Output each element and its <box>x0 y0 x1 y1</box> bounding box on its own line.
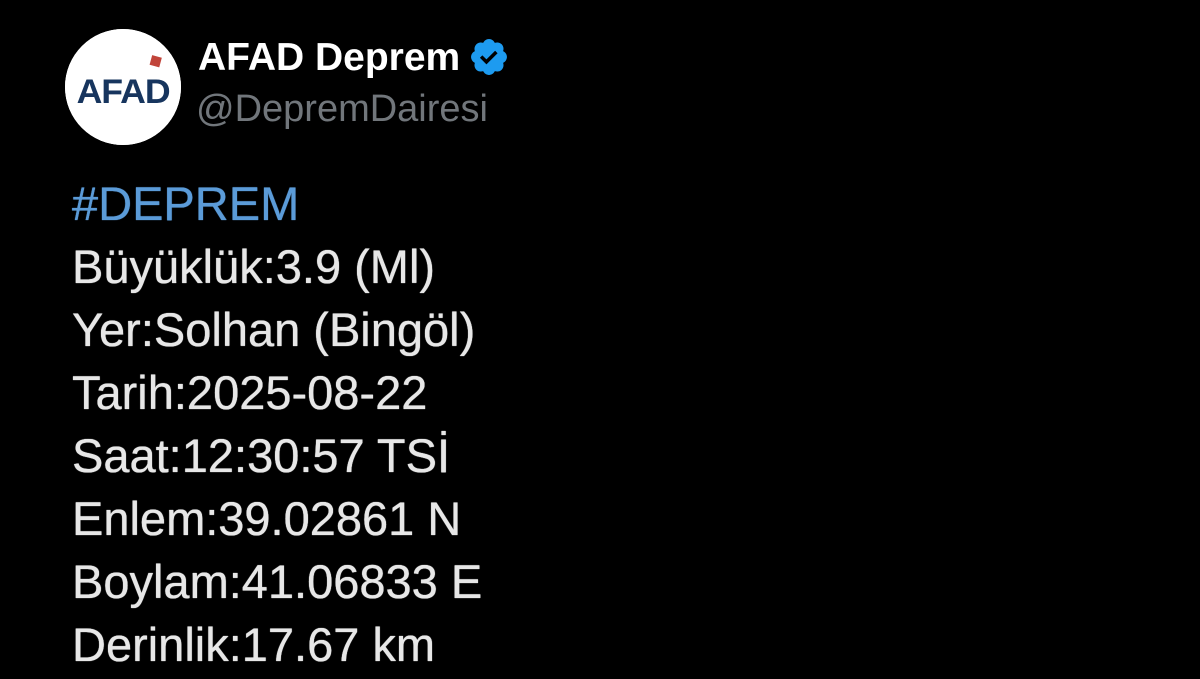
svg-text:AFAD: AFAD <box>77 73 170 111</box>
